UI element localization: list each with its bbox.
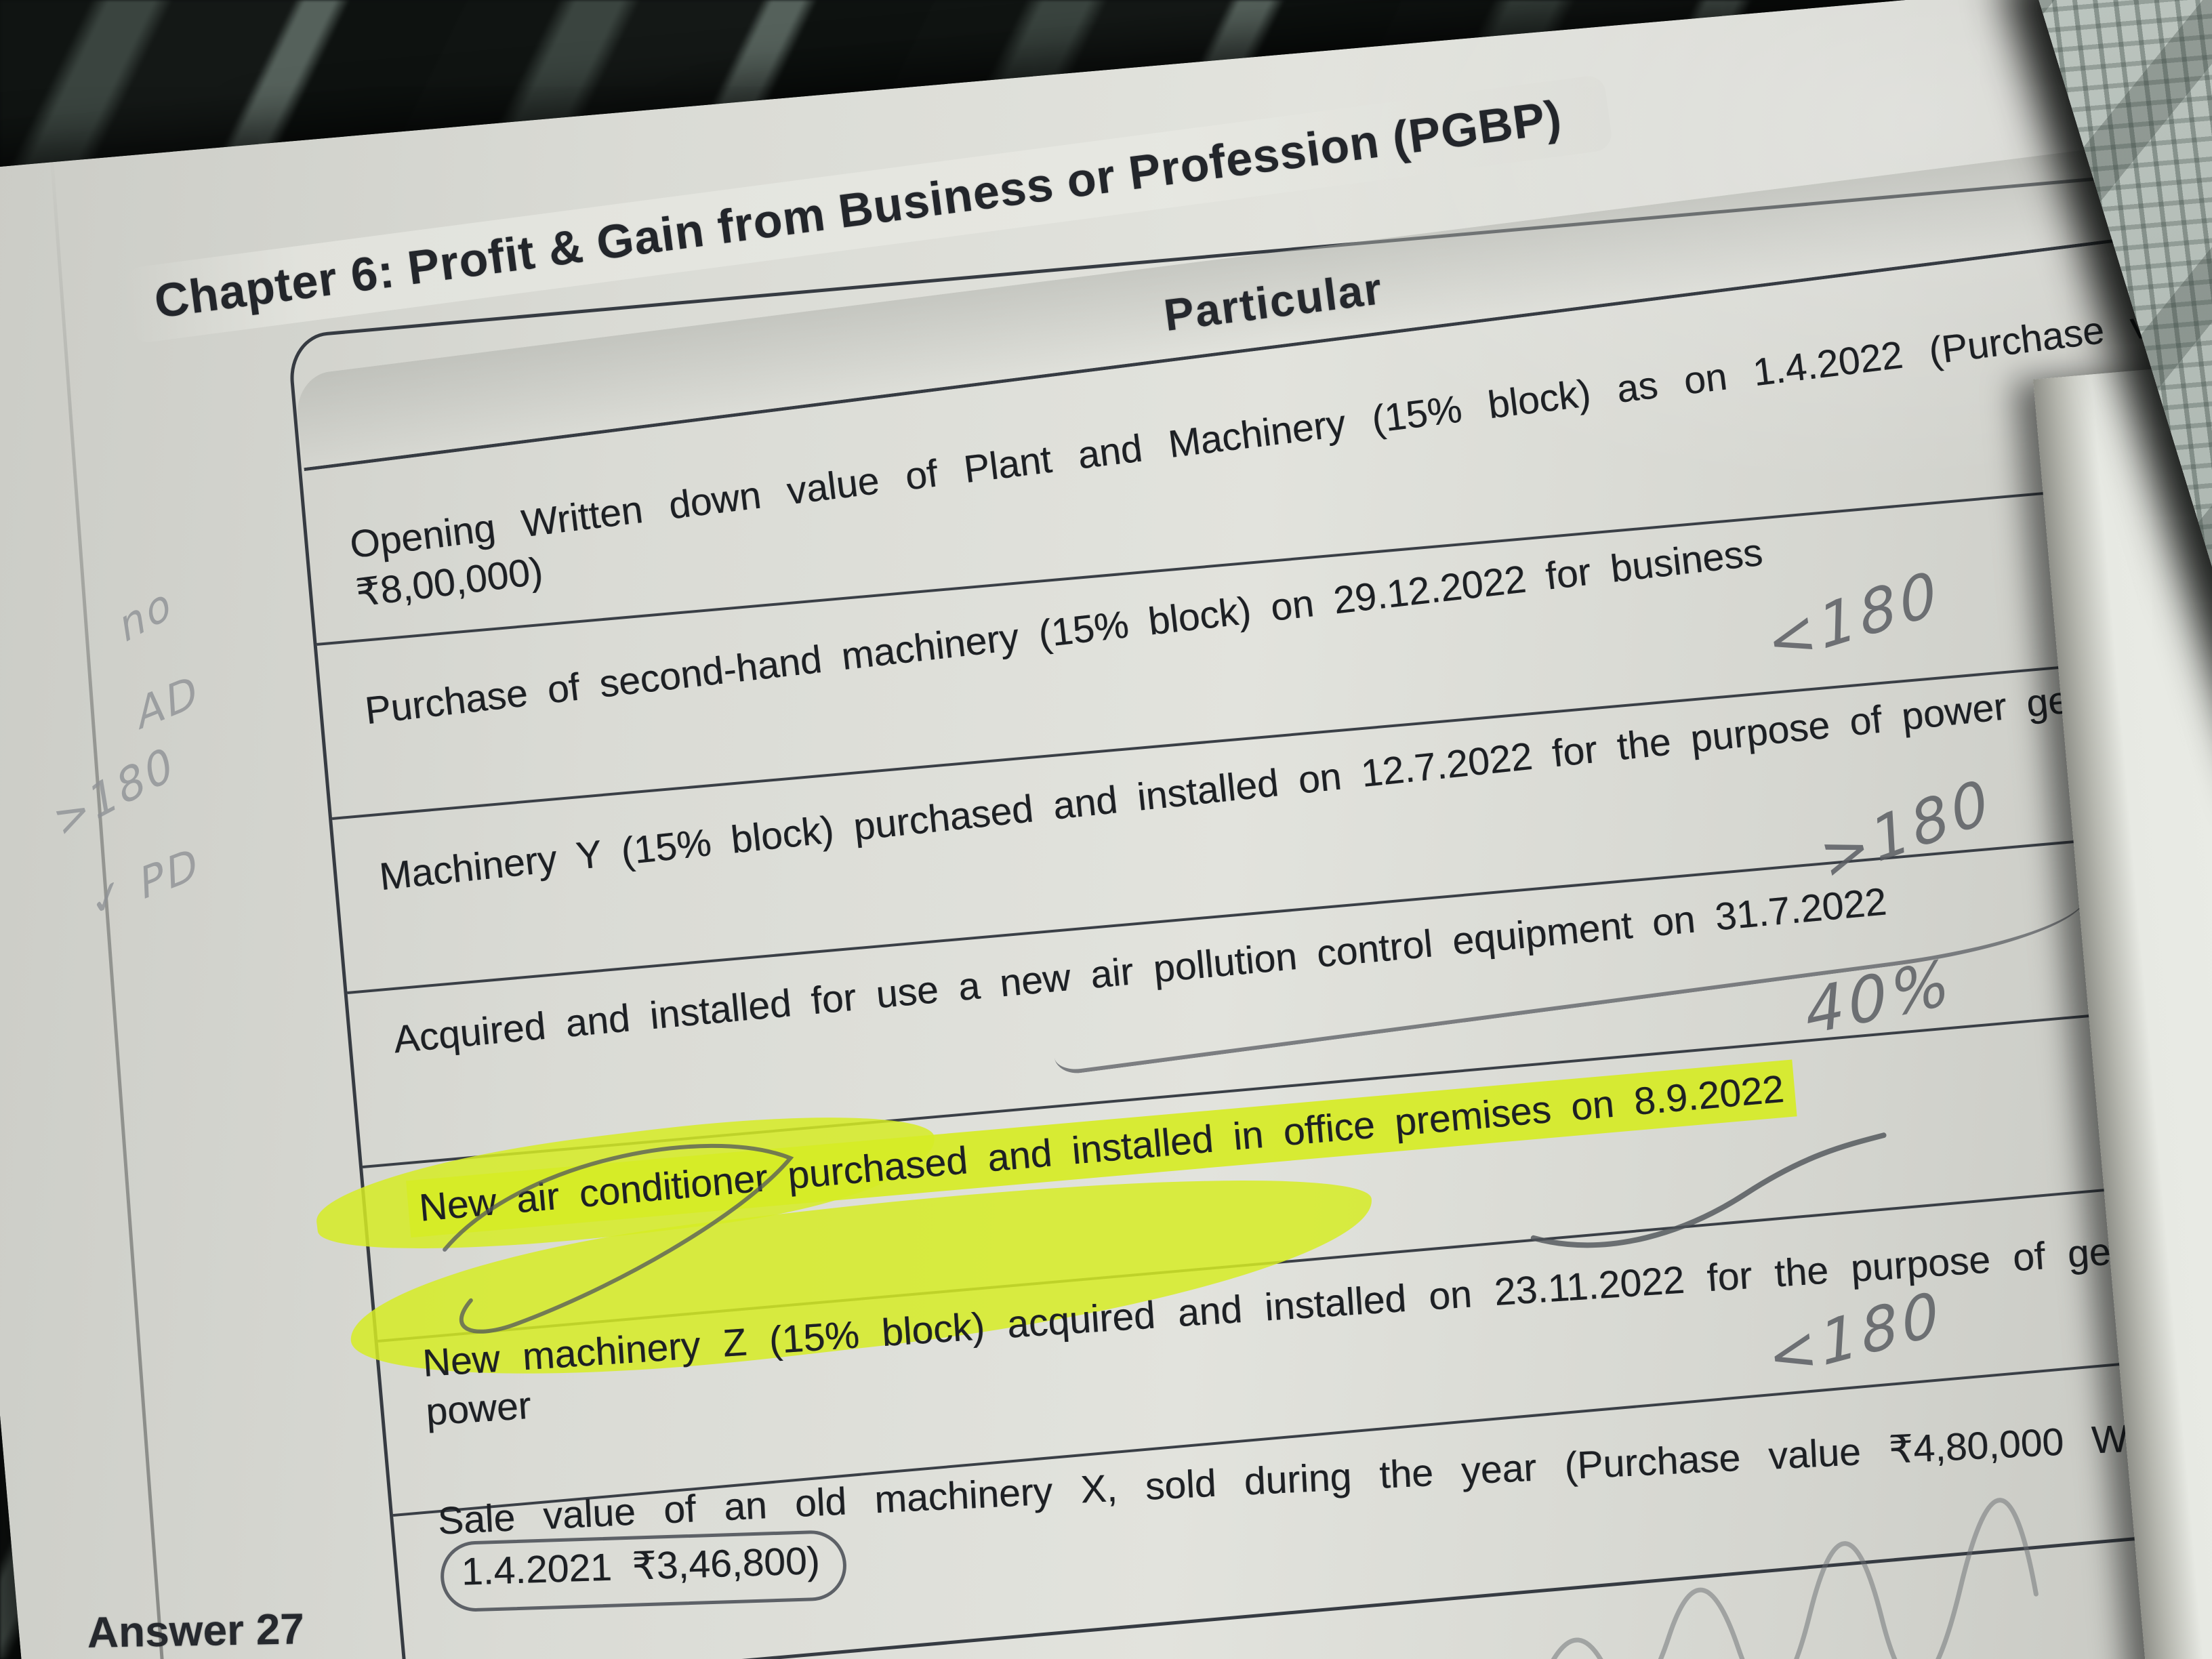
handwritten-annotation: <180 [1762, 556, 1946, 679]
pen-squiggle [443, 1143, 794, 1334]
pen-circled-value: 1.4.2021 ₹3,46,800) [439, 1530, 848, 1614]
table-row-air-conditioner-highlighted: New air conditioner purchased and instal… [310, 997, 2212, 1406]
margin-note: >180 [46, 736, 183, 849]
margin-note: no [112, 576, 180, 652]
margin-note: AD [131, 665, 205, 739]
particulars-table: Particular Opening Written down value of… [286, 129, 2212, 1659]
answer-label: Answer 27 [87, 1604, 305, 1657]
pencil-scribble [1424, 1498, 2039, 1659]
pen-check-mark [1530, 1132, 1887, 1248]
